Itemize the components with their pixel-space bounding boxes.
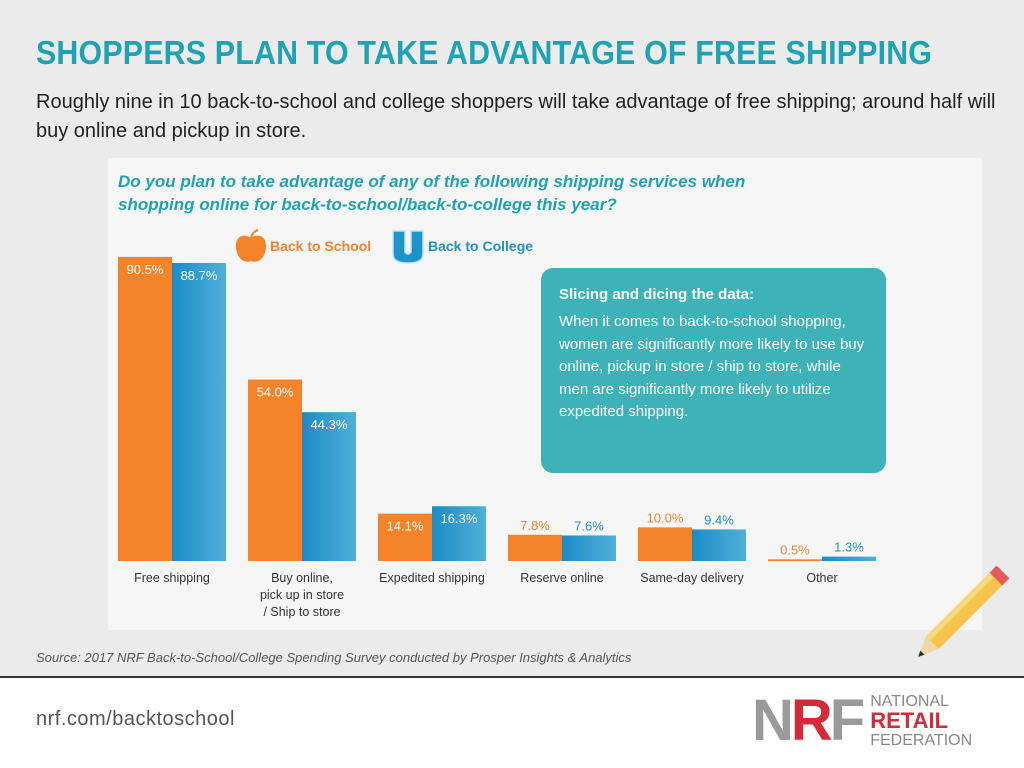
bar-college [172,262,226,561]
callout-title: Slicing and dicing the data: [559,286,755,303]
bar-school [508,534,562,561]
nrf-logo: NRF NATIONAL RETAIL FEDERATION [752,692,972,750]
bar-chart: 90.5% 88.7% Free shipping 54.0% 44.3% Buy onl… [118,256,876,619]
bar-school [768,559,822,561]
apple-icon [235,229,267,262]
category-label: / Ship to store [263,605,340,619]
category-label: Buy online, [271,571,333,585]
page-subtitle: Roughly nine in 10 back-to-school and co… [36,91,996,142]
data-label: 88.7% [181,268,218,283]
category-label: Other [806,571,837,585]
data-label: 7.6% [574,518,604,533]
source-note: Source: 2017 NRF Back-to-School/College … [36,650,632,665]
data-label: 7.8% [520,518,550,533]
category-label: pick up in store [260,588,344,602]
callout-box: Slicing and dicing the data: When it com… [541,268,886,473]
category-label: Free shipping [134,571,210,585]
callout-body: When it comes to back-to-school shopping… [559,313,865,420]
legend-label: Back to College [428,238,534,254]
data-label: 54.0% [257,385,294,400]
pencil-icon [918,565,1010,657]
logo-line1: NATIONAL [870,693,950,710]
bar-school [638,527,692,561]
bar-school [378,513,432,561]
category-label: Expedited shipping [379,571,485,585]
bar-college [562,535,616,561]
data-label: 16.3% [441,511,478,526]
category-label: Reserve online [520,571,603,585]
data-label: 90.5% [127,262,164,277]
data-label: 44.3% [311,417,348,432]
category-label: Same-day delivery [640,571,744,585]
legend-label: Back to School [270,238,372,254]
logo-line2: RETAIL [870,708,949,733]
bar-college [432,506,486,561]
data-label: 1.3% [834,540,864,555]
bar-college [692,529,746,561]
data-label: 14.1% [387,519,424,534]
data-label: 10.0% [647,510,684,525]
u-letter-icon [392,230,424,264]
page-title: SHOPPERS PLAN TO TAKE ADVANTAGE OF FREE … [36,34,933,71]
data-label: 9.4% [704,512,734,527]
footer [0,676,1024,768]
bar-school [118,256,172,561]
bar-school [248,379,302,561]
bar-college [302,412,356,561]
legend-back-to-college: Back to College [392,228,533,264]
chart-title: Do you plan to take advantage of any of … [118,172,746,214]
footer-url[interactable]: nrf.com/backtoschool [36,708,235,730]
legend-back-to-school: Back to School [234,228,371,264]
logo-mark: NRF [752,688,865,753]
logo-line3: FEDERATION [870,732,973,749]
data-label: 0.5% [780,542,810,557]
bar-college [822,556,876,561]
